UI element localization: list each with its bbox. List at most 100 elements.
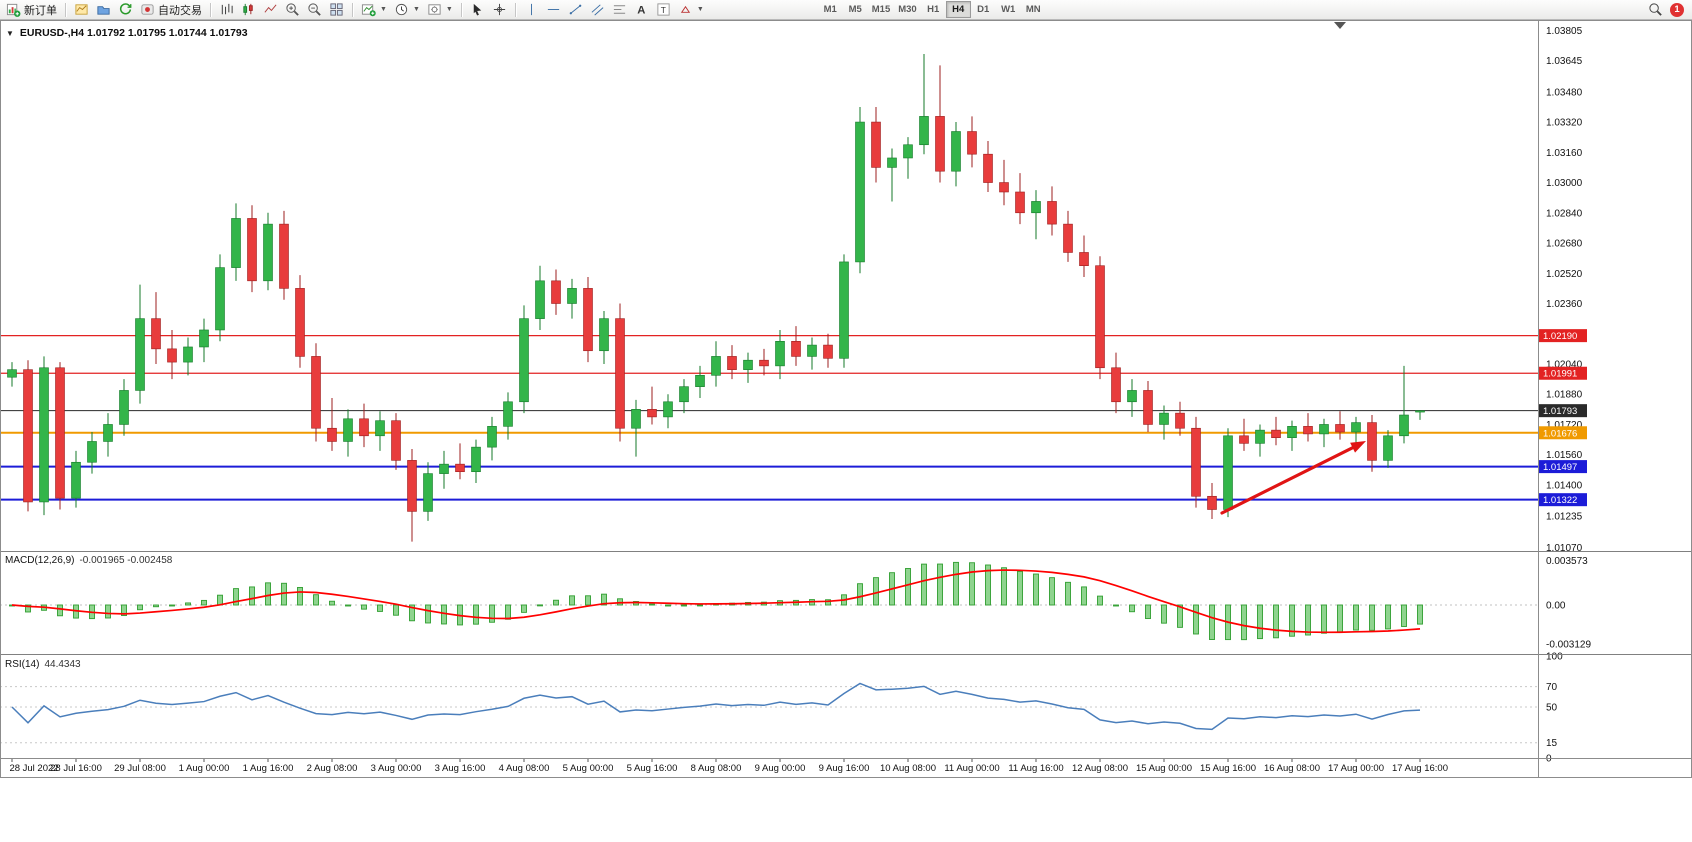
svg-text:1.03320: 1.03320 (1546, 118, 1583, 129)
timeframe-button-m15[interactable]: M15 (868, 1, 894, 18)
line-chart-icon (263, 2, 278, 17)
svg-text:-0.003129: -0.003129 (1546, 640, 1591, 651)
price-tag: 1.01322 (1539, 493, 1587, 507)
horizontal-line-tool-button[interactable] (543, 1, 564, 19)
timeframe-button-m30[interactable]: M30 (894, 1, 920, 18)
text-a-icon: A (634, 2, 649, 17)
svg-text:17 Aug 00:00: 17 Aug 00:00 (1328, 763, 1384, 774)
macd-name: MACD(12,26,9) (5, 555, 75, 566)
svg-text:1.01322: 1.01322 (1543, 495, 1577, 506)
rsi-label: RSI(14) 44.4343 (5, 659, 81, 670)
toolbar-right-group: 1 (1648, 2, 1689, 17)
text-label-tool-button[interactable]: T (653, 1, 674, 19)
notification-badge[interactable]: 1 (1670, 2, 1684, 17)
profiles-button[interactable] (93, 1, 114, 19)
pane-separators[interactable] (0, 20, 1692, 778)
svg-text:1 Aug 16:00: 1 Aug 16:00 (243, 763, 294, 774)
candlestick-chart-icon (241, 2, 256, 17)
one-click-trading-toggle[interactable]: ▼ (6, 28, 14, 38)
price-axis[interactable]: 1.03805 1.03645 1.03480 1.03320 1.03160 1.030… (1538, 20, 1692, 778)
candlestick-chart-button[interactable] (238, 1, 259, 19)
price-tag: 1.01497 (1539, 460, 1587, 474)
rsi-name: RSI(14) (5, 659, 40, 670)
refresh-icon (118, 2, 133, 17)
search-icon[interactable] (1648, 2, 1663, 17)
channel-tool-button[interactable] (587, 1, 608, 19)
zoom-out-button[interactable] (304, 1, 325, 19)
chart-title: ▼ EURUSD-,H4 1.01792 1.01795 1.01744 1.0… (6, 27, 248, 39)
chart-window-icon (74, 2, 89, 17)
periods-button[interactable]: ▼ (391, 1, 423, 19)
dropdown-caret-icon: ▼ (380, 6, 387, 13)
template-icon (427, 2, 442, 17)
line-chart-button[interactable] (260, 1, 281, 19)
svg-text:50: 50 (1546, 703, 1558, 714)
svg-text:4 Aug 08:00: 4 Aug 08:00 (499, 763, 550, 774)
fibonacci-tool-button[interactable] (609, 1, 630, 19)
svg-text:28 Jul 2022: 28 Jul 2022 (9, 763, 58, 774)
zoom-in-button[interactable] (282, 1, 303, 19)
templates-button[interactable]: ▼ (424, 1, 456, 19)
chart-shift-marker[interactable] (1334, 22, 1346, 29)
vertical-line-tool-button[interactable] (521, 1, 542, 19)
bar-chart-button[interactable] (216, 1, 237, 19)
cursor-button[interactable] (467, 1, 488, 19)
svg-text:70: 70 (1546, 682, 1558, 693)
tile-windows-button[interactable] (326, 1, 347, 19)
trend-arrow-annotation[interactable] (1220, 441, 1366, 515)
svg-text:5 Aug 16:00: 5 Aug 16:00 (627, 763, 678, 774)
chart-canvas[interactable]: 1.03805 1.03645 1.03480 1.03320 1.03160 1.030… (0, 20, 1692, 842)
timeframe-button-m1[interactable]: M1 (818, 1, 843, 18)
svg-text:1.03480: 1.03480 (1546, 87, 1583, 98)
auto-trading-icon (140, 2, 155, 17)
svg-text:1.01991: 1.01991 (1543, 369, 1577, 380)
charts-menu-button[interactable] (71, 1, 92, 19)
dropdown-caret-icon: ▼ (412, 6, 420, 13)
svg-text:16 Aug 08:00: 16 Aug 08:00 (1264, 763, 1320, 774)
candlesticks (7, 54, 1425, 542)
timeframe-button-w1[interactable]: W1 (996, 1, 1021, 18)
toolbar-separator (514, 2, 516, 17)
zoom-out-icon (307, 2, 322, 17)
new-order-button[interactable]: 新订单 (3, 1, 60, 19)
current-price-tag: 1.01793 (1539, 404, 1587, 418)
text-label-icon: T (656, 2, 671, 17)
svg-text:1.01676: 1.01676 (1543, 428, 1577, 439)
indicators-button[interactable]: ▼ (358, 1, 390, 19)
svg-text:10 Aug 08:00: 10 Aug 08:00 (880, 763, 936, 774)
svg-text:29 Jul 08:00: 29 Jul 08:00 (114, 763, 166, 774)
timeframe-button-mn[interactable]: MN (1021, 1, 1046, 18)
text-tool-button[interactable]: A (631, 1, 652, 19)
timeframe-button-h4[interactable]: H4 (945, 1, 971, 18)
chart-window[interactable]: 1.03805 1.03645 1.03480 1.03320 1.03160 1.030… (0, 20, 1692, 842)
chart-title-text: EURUSD-,H4 1.01792 1.01795 1.01744 1.017… (19, 27, 248, 39)
svg-text:1.03160: 1.03160 (1546, 148, 1583, 159)
refresh-button[interactable] (115, 1, 136, 19)
auto-trading-button[interactable]: 自动交易 (137, 1, 205, 19)
svg-text:A: A (637, 5, 645, 17)
svg-text:100: 100 (1546, 652, 1563, 663)
svg-text:1.01235: 1.01235 (1546, 512, 1583, 523)
svg-text:1.02520: 1.02520 (1546, 269, 1583, 280)
svg-text:28 Jul 16:00: 28 Jul 16:00 (50, 763, 102, 774)
trendline-tool-button[interactable] (565, 1, 586, 19)
svg-text:T: T (661, 5, 666, 15)
price-tag: 1.01676 (1539, 426, 1587, 440)
bar-chart-icon (219, 2, 234, 17)
fibonacci-icon (612, 2, 627, 17)
svg-text:3 Aug 16:00: 3 Aug 16:00 (435, 763, 486, 774)
cursor-icon (470, 2, 485, 17)
crosshair-button[interactable] (489, 1, 510, 19)
arrows-tool-button[interactable]: ▼ (675, 1, 707, 19)
timeframe-button-h1[interactable]: H1 (921, 1, 946, 18)
toolbar-separator (460, 2, 462, 17)
svg-text:1.02360: 1.02360 (1546, 299, 1583, 310)
svg-text:2 Aug 08:00: 2 Aug 08:00 (307, 763, 358, 774)
timeframe-button-m5[interactable]: M5 (843, 1, 868, 18)
timeframe-button-d1[interactable]: D1 (971, 1, 996, 18)
equidistant-channel-icon (590, 2, 605, 17)
rsi-value: 44.4343 (44, 659, 81, 670)
svg-text:0.00: 0.00 (1546, 601, 1566, 612)
